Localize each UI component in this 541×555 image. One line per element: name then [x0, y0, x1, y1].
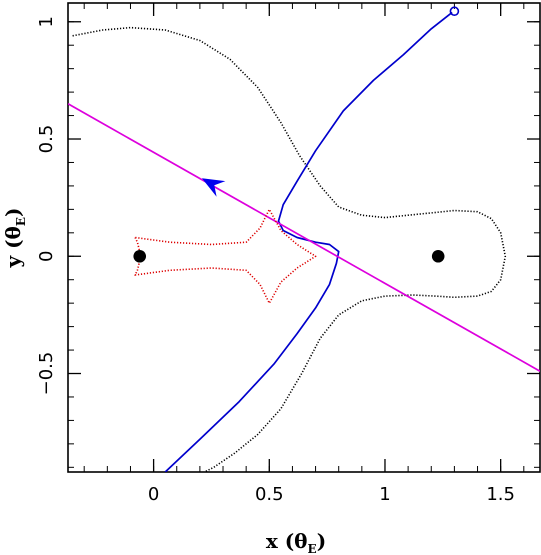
x-tick-label: 1.5 — [486, 484, 515, 505]
plot-axes — [67, 2, 541, 473]
series-3-line — [134, 208, 317, 304]
x-axis-label-sub: E — [308, 542, 317, 555]
direction-arrow — [201, 178, 226, 197]
y-axis-label-close: ) — [1, 207, 25, 216]
series-2-line — [68, 103, 540, 372]
series-1-line — [164, 11, 453, 472]
y-axis-label-sub: E — [14, 217, 28, 226]
source-end-marker — [449, 6, 460, 17]
y-tick-label: 1 — [36, 16, 57, 27]
y-tick-label: 0.5 — [36, 125, 57, 154]
plot-series — [68, 11, 540, 472]
x-axis-label: x (θE) — [266, 529, 326, 555]
x-tick-label: 1 — [379, 484, 390, 505]
lens-2-marker — [431, 249, 445, 263]
x-tick-label: 0.5 — [255, 484, 284, 505]
x-axis-label-main: x (θ — [266, 529, 308, 553]
series-0-line — [72, 26, 507, 472]
y-axis-label-main: y (θ — [1, 226, 25, 268]
y-tick-label: 0 — [36, 251, 57, 262]
x-tick-label: 0 — [148, 484, 159, 505]
y-axis-label: y (θE) — [1, 207, 28, 268]
plot-labels: 0 0.5 1 1.5−0.500.51x (θE)y (θE) — [1, 16, 515, 555]
x-axis-label-close: ) — [317, 529, 326, 553]
plot-markers — [133, 6, 460, 263]
y-tick-label: −0.5 — [36, 352, 57, 396]
plot-frame — [67, 2, 541, 473]
lens-1-marker — [133, 249, 147, 263]
